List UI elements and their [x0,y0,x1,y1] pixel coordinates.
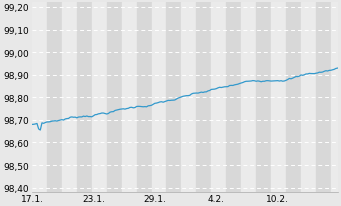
Bar [181,4,196,192]
Bar [32,4,47,192]
Bar [226,4,241,192]
Bar [137,4,151,192]
Bar [166,4,181,192]
Bar [256,4,271,192]
Bar [47,4,62,192]
Bar [196,4,211,192]
Bar [301,4,316,192]
Bar [122,4,137,192]
Bar [241,4,256,192]
Bar [286,4,301,192]
Bar [316,4,331,192]
Bar [151,4,166,192]
Bar [211,4,226,192]
Bar [107,4,122,192]
Bar [271,4,286,192]
Bar [62,4,77,192]
Bar [92,4,107,192]
Bar [331,4,339,192]
Bar [339,4,341,192]
Bar [77,4,92,192]
